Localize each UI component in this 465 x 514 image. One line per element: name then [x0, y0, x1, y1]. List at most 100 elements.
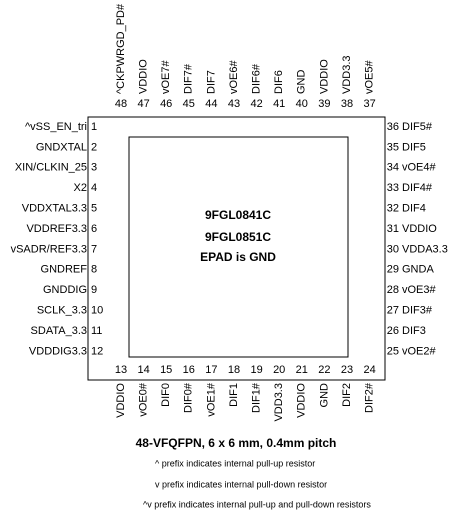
pin-number: 22: [318, 364, 330, 376]
pin-name: vSADR/REF3.3: [11, 243, 87, 255]
pin-number: 6: [91, 223, 97, 235]
pin-name: VDDXTAL3.3: [22, 203, 87, 215]
pin-number: 11: [91, 325, 102, 337]
pin-name: DIF3: [402, 325, 426, 337]
pin-number: 37: [363, 98, 375, 110]
pin-number: 30: [387, 243, 399, 255]
pin-number: 9: [91, 284, 97, 296]
package-outline: [87, 116, 386, 381]
pin-number: 39: [318, 98, 330, 110]
pin-number: 16: [183, 364, 195, 376]
pin-name: DIF4#: [402, 182, 433, 194]
pin-name: SDATA_3.3: [31, 325, 87, 337]
pin-number: 38: [341, 98, 353, 110]
pin-number: 43: [228, 98, 240, 110]
pin-name: VDDREF3.3: [26, 223, 87, 235]
pin-name: GND: [296, 70, 308, 95]
pin-number: 17: [205, 364, 217, 376]
pin-name: DIF6#: [251, 63, 263, 94]
pin-name: vOE7#: [160, 59, 172, 94]
pin-number: 13: [115, 364, 127, 376]
pin-name: DIF2#: [364, 382, 376, 413]
pin-name: DIF4: [402, 203, 426, 215]
pin-name: VDD3.3: [341, 55, 353, 94]
pin-number: 2: [91, 141, 97, 153]
pin-number: 31: [387, 223, 399, 235]
pin-name: vOE1#: [205, 382, 217, 417]
pin-number: 27: [387, 305, 399, 317]
epad: [128, 136, 349, 358]
pin-number: 33: [387, 182, 399, 194]
footnote: v prefix indicates internal pull-down re…: [155, 479, 327, 489]
pin-number: 45: [183, 98, 195, 110]
pin-name: VDDDIG3.3: [29, 345, 87, 357]
pin-number: 10: [91, 305, 103, 317]
pin-name: X2: [74, 182, 87, 194]
pin-number: 14: [137, 364, 149, 376]
pin-name: DIF3#: [402, 305, 433, 317]
pin-number: 47: [137, 98, 149, 110]
pin-number: 23: [341, 364, 353, 376]
pin-name: VDDIO: [318, 59, 330, 94]
pin-number: 12: [91, 345, 103, 357]
pin-name: DIF2: [341, 383, 353, 407]
pin-name: vOE5#: [364, 59, 376, 94]
pin-number: 34: [387, 162, 399, 174]
pin-name: VDDIO: [115, 383, 127, 418]
pin-name: GND: [318, 383, 330, 408]
pin-number: 4: [91, 182, 97, 194]
pin-name: ^vSS_EN_tri: [25, 121, 87, 133]
pin-number: 5: [91, 203, 97, 215]
pin-name: DIF7#: [183, 63, 195, 94]
footnote: ^v prefix indicates internal pull-up and…: [143, 499, 371, 509]
package-caption: 48-VFQFPN, 6 x 6 mm, 0.4mm pitch: [136, 436, 337, 450]
pin-number: 20: [273, 364, 285, 376]
pin-name: DIF1#: [251, 382, 263, 413]
pin-number: 44: [205, 98, 217, 110]
pin-number: 35: [387, 141, 399, 153]
pin-name: vOE3#: [402, 284, 437, 296]
pin-name: GNDXTAL: [36, 141, 87, 153]
pin-number: 25: [387, 345, 399, 357]
pin-number: 42: [250, 98, 262, 110]
chip-label: 9FGL0841C: [205, 208, 271, 222]
pin-number: 21: [296, 364, 308, 376]
pin-number: 29: [387, 264, 399, 276]
pin-name: ^CKPWRGD_PD#: [115, 3, 127, 94]
pin-number: 40: [296, 98, 308, 110]
pin-number: 3: [91, 162, 97, 174]
pin-name: DIF7: [205, 70, 217, 94]
pin-name: DIF6: [273, 70, 285, 94]
pin-number: 19: [250, 364, 262, 376]
pin-name: DIF5#: [402, 121, 433, 133]
pin-number: 18: [228, 364, 240, 376]
pin-number: 15: [160, 364, 172, 376]
pin-name: VDD3.3: [273, 383, 285, 422]
pin-name: DIF0: [160, 383, 172, 407]
pin-number: 41: [273, 98, 285, 110]
pin-name: VDDIO: [296, 383, 308, 418]
pin-name: vOE4#: [402, 162, 437, 174]
pin-number: 46: [160, 98, 172, 110]
pin-name: DIF0#: [183, 382, 195, 413]
pin-name: VDDIO: [138, 59, 150, 94]
pin-number: 28: [387, 284, 399, 296]
pin-number: 48: [115, 98, 127, 110]
pin-name: vOE0#: [138, 382, 150, 417]
pin-number: 26: [387, 325, 399, 337]
footnote: ^ prefix indicates internal pull-up resi…: [155, 458, 315, 468]
pin-name: VDDIO: [402, 223, 437, 235]
pin-number: 36: [387, 121, 399, 133]
pin-number: 32: [387, 203, 399, 215]
pin-number: 1: [91, 121, 97, 133]
pin-number: 8: [91, 264, 97, 276]
chip-label: 9FGL0851C: [205, 230, 271, 244]
pin-name: DIF5: [402, 141, 426, 153]
pin-name: DIF1: [228, 383, 240, 407]
pin-number: 7: [91, 243, 97, 255]
pin-number: 24: [363, 364, 375, 376]
pin-name: vOE2#: [402, 345, 437, 357]
pin-name: SCLK_3.3: [37, 305, 87, 317]
chip-label: EPAD is GND: [200, 250, 276, 264]
